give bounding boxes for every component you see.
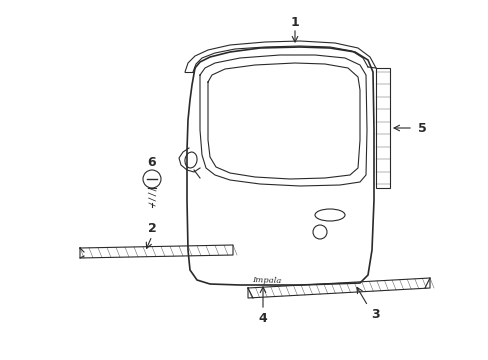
Text: 4: 4 xyxy=(258,311,267,324)
Text: 2: 2 xyxy=(147,222,156,235)
Text: 3: 3 xyxy=(370,307,379,320)
Text: 6: 6 xyxy=(147,157,156,170)
Text: 1: 1 xyxy=(290,15,299,28)
Text: Impala: Impala xyxy=(251,276,281,285)
Text: 5: 5 xyxy=(417,122,426,135)
